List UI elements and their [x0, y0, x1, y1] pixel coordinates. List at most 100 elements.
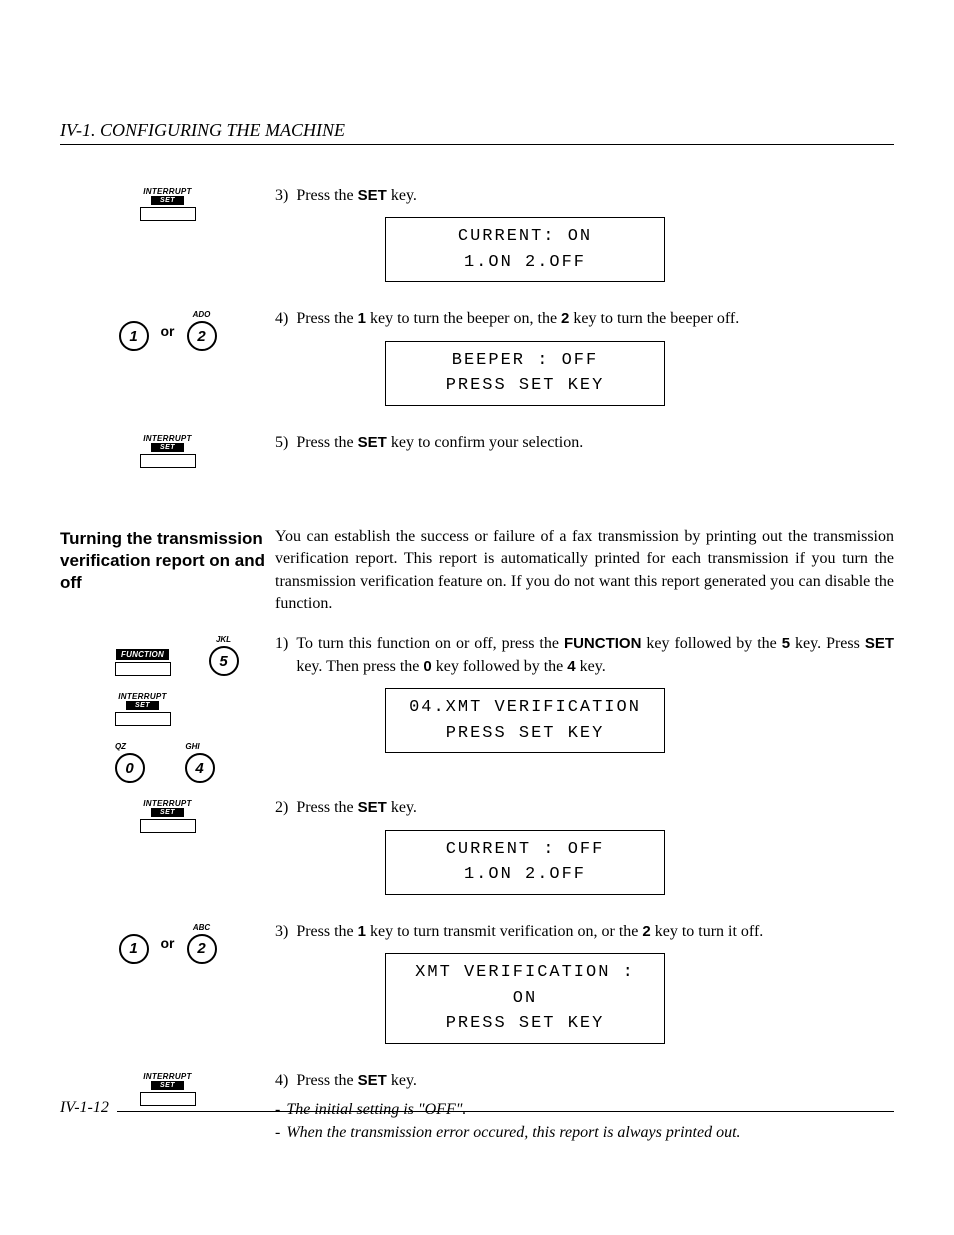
- key-letters: QZ: [115, 742, 126, 752]
- interrupt-set-key: INTERRUPT SET: [140, 434, 196, 468]
- display-line: XMT VERIFICATION : ON: [406, 960, 644, 1011]
- step-5: 5) Press the SET key to confirm your sel…: [275, 432, 894, 454]
- step-3: 3) Press the SET key.: [275, 185, 894, 207]
- button-rect: [140, 207, 196, 221]
- button-rect: [140, 454, 196, 468]
- step-num: 4): [275, 308, 288, 330]
- interrupt-label: INTERRUPT: [143, 434, 191, 443]
- display-line: CURRENT: ON: [406, 224, 644, 250]
- button-rect: [140, 819, 196, 833]
- set-label: SET: [126, 701, 159, 710]
- t: Press the: [296, 310, 357, 327]
- or-label: or: [161, 935, 175, 951]
- step-num: 2): [275, 797, 288, 819]
- set-label: SET: [151, 196, 184, 205]
- key-2: 2: [187, 321, 217, 351]
- button-rect: [115, 712, 171, 726]
- t: key.: [387, 1072, 417, 1089]
- key-1-or-2: 1 or ADO2: [119, 310, 217, 351]
- key-1: 1: [119, 321, 149, 351]
- display-line: 1.ON 2.OFF: [406, 250, 644, 276]
- display-line: 1.ON 2.OFF: [406, 862, 644, 888]
- bold: SET: [358, 187, 387, 204]
- step-body: Press the 1 key to turn transmit verific…: [296, 921, 894, 943]
- t: key. Then press the: [296, 658, 423, 675]
- t: key.: [576, 658, 606, 675]
- key-2: 2: [187, 934, 217, 964]
- display-xmt-on: XMT VERIFICATION : ON PRESS SET KEY: [385, 953, 665, 1044]
- set-label: SET: [151, 808, 184, 817]
- bold: SET: [865, 635, 894, 652]
- footer-rule: [117, 1111, 894, 1112]
- step-body: Press the 1 key to turn the beeper on, t…: [296, 308, 894, 330]
- page-number: IV-1-12: [60, 1099, 109, 1117]
- key-sequence: FUNCTION JKL5 INTERRUPT SET QZ0 GHI4: [97, 635, 239, 783]
- sec2-step-2: 2) Press the SET key.: [275, 797, 894, 819]
- bold: FUNCTION: [564, 635, 642, 652]
- display-beeper-off: BEEPER : OFF PRESS SET KEY: [385, 341, 665, 406]
- bold: 1: [358, 923, 366, 940]
- key-letters: GHI: [185, 742, 199, 752]
- interrupt-set-key: INTERRUPT SET: [140, 799, 196, 833]
- display-xmt-verification: 04.XMT VERIFICATION PRESS SET KEY: [385, 688, 665, 753]
- section-title: Turning the transmission verification re…: [60, 528, 275, 594]
- interrupt-label: INTERRUPT: [143, 187, 191, 196]
- key-1-or-2: 1 or ABC2: [119, 923, 217, 964]
- interrupt-label: INTERRUPT: [118, 692, 166, 701]
- bold: 2: [642, 923, 650, 940]
- set-label: SET: [151, 443, 184, 452]
- note-text: When the transmission error occured, thi…: [286, 1121, 740, 1144]
- display-current-on: CURRENT: ON 1.ON 2.OFF: [385, 217, 665, 282]
- t: key.: [387, 799, 417, 816]
- set-label: SET: [151, 1081, 184, 1090]
- key-0: 0: [115, 753, 145, 783]
- step-num: 1): [275, 633, 288, 678]
- interrupt-label: INTERRUPT: [143, 1072, 191, 1081]
- dash: -: [275, 1121, 280, 1144]
- step-body: Press the SET key.: [296, 1070, 894, 1092]
- t: To turn this function on or off, press t…: [296, 635, 564, 652]
- display-line: 04.XMT VERIFICATION: [406, 695, 644, 721]
- interrupt-label: INTERRUPT: [143, 799, 191, 808]
- t: Press the: [296, 434, 357, 451]
- display-line: PRESS SET KEY: [406, 373, 644, 399]
- step-num: 3): [275, 185, 288, 207]
- step-body: Press the SET key.: [296, 185, 894, 207]
- step-num: 3): [275, 921, 288, 943]
- t: key to turn the beeper on, the: [366, 310, 561, 327]
- key-letters: ABC: [193, 923, 210, 933]
- content: INTERRUPT SET 3) Press the SET key. CURR…: [60, 185, 894, 1152]
- sec2-step-1: 1) To turn this function on or off, pres…: [275, 633, 894, 678]
- section-header: IV-1. CONFIGURING THE MACHINE: [60, 120, 894, 145]
- t: key.: [387, 187, 417, 204]
- bold: 4: [567, 658, 575, 675]
- bold: 1: [358, 310, 366, 327]
- t: key followed by the: [432, 658, 568, 675]
- key-5: 5: [209, 646, 239, 676]
- step-body: To turn this function on or off, press t…: [296, 633, 894, 678]
- bold: 0: [423, 658, 431, 675]
- interrupt-set-key: INTERRUPT SET: [140, 187, 196, 221]
- page-footer: IV-1-12: [60, 1099, 894, 1117]
- step-body: Press the SET key.: [296, 797, 894, 819]
- t: key to confirm your selection.: [387, 434, 583, 451]
- bold: SET: [358, 434, 387, 451]
- key-letters: ADO: [193, 310, 211, 320]
- step-num: 4): [275, 1070, 288, 1092]
- key-letters: JKL: [216, 635, 231, 645]
- bold: SET: [358, 799, 387, 816]
- display-line: PRESS SET KEY: [406, 721, 644, 747]
- display-line: BEEPER : OFF: [406, 348, 644, 374]
- or-label: or: [161, 323, 175, 339]
- t: key to turn it off.: [651, 923, 764, 940]
- bold: 5: [782, 635, 790, 652]
- t: Press the: [296, 799, 357, 816]
- display-line: PRESS SET KEY: [406, 1011, 644, 1037]
- sec2-step-3: 3) Press the 1 key to turn transmit veri…: [275, 921, 894, 943]
- function-label: FUNCTION: [116, 649, 169, 660]
- t: key to turn transmit verification on, or…: [366, 923, 642, 940]
- step-num: 5): [275, 432, 288, 454]
- t: Press the: [296, 1072, 357, 1089]
- step-4: 4) Press the 1 key to turn the beeper on…: [275, 308, 894, 330]
- key-4: 4: [185, 753, 215, 783]
